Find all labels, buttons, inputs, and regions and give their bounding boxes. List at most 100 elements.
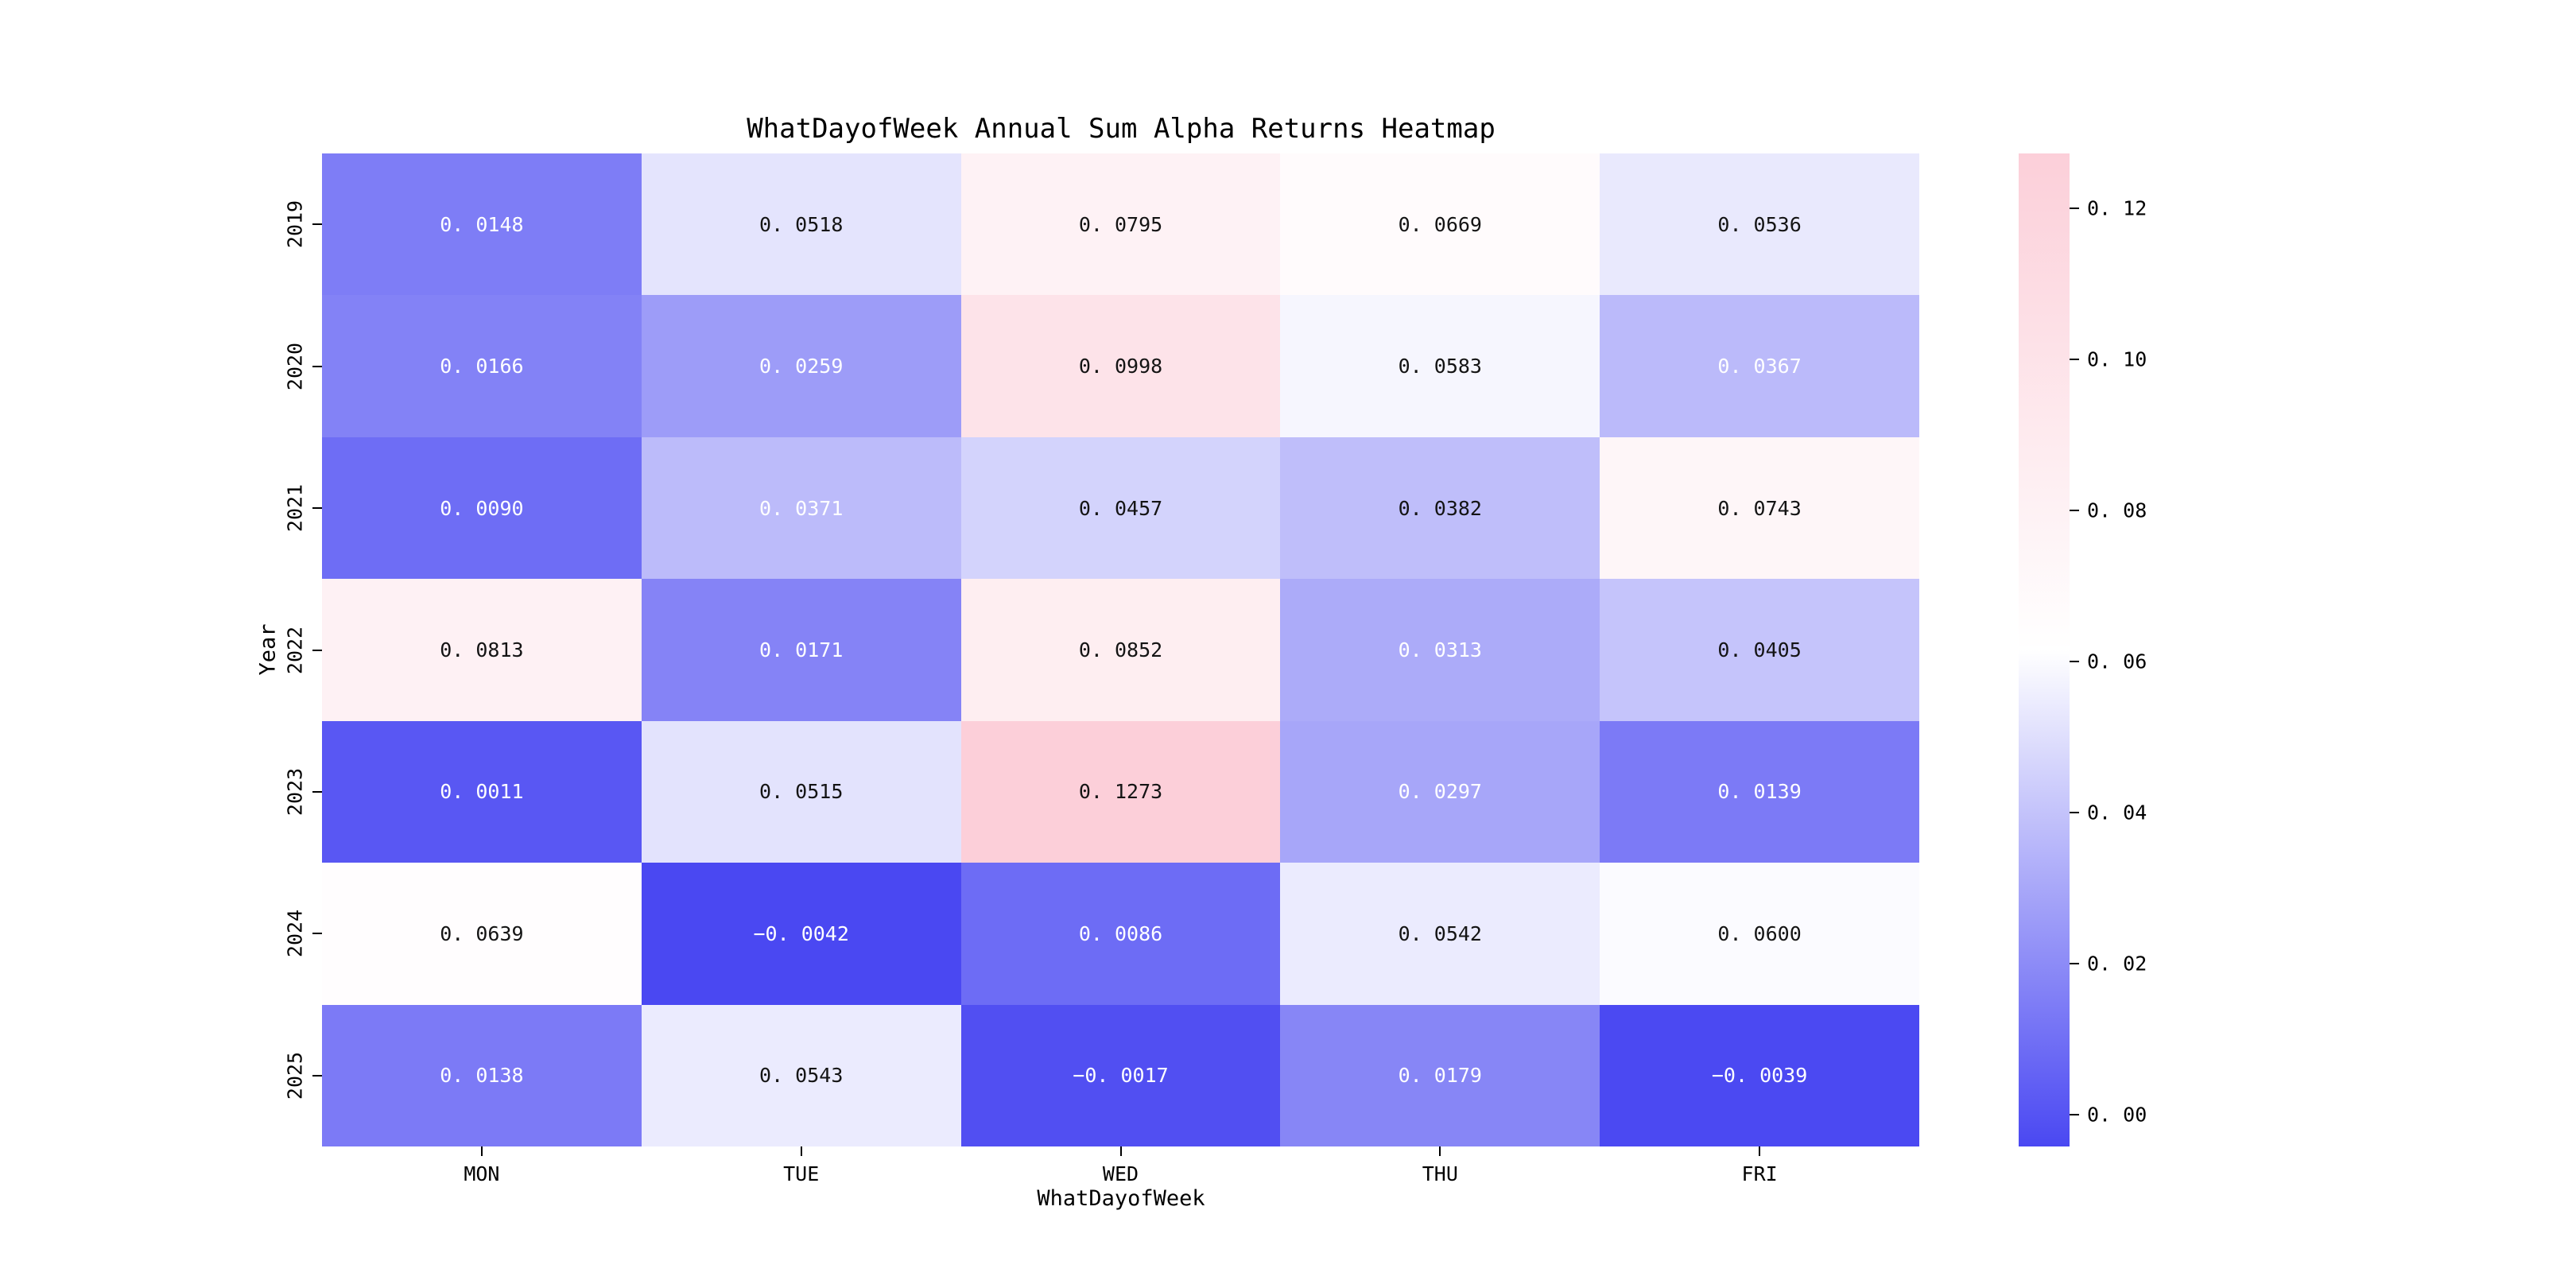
- heatmap-cell-value: 0. 0166: [440, 355, 524, 378]
- colorbar-tick-label: 0. 06: [2087, 650, 2147, 673]
- y-tickmark: [312, 507, 322, 510]
- heatmap-cell-value: 0. 0371: [759, 496, 844, 520]
- colorbar-tickmark: [2070, 812, 2079, 814]
- y-tick-label: 2019: [283, 200, 307, 249]
- heatmap-cell: 0. 0139: [1600, 720, 1919, 863]
- heatmap-cell-value: 0. 0382: [1398, 496, 1482, 520]
- heatmap-cell-value: 0. 0543: [759, 1064, 844, 1088]
- heatmap-cell-value: 0. 1273: [1078, 780, 1163, 804]
- heatmap-cell: 0. 0669: [1280, 153, 1600, 296]
- x-tickmark: [1759, 1146, 1761, 1156]
- heatmap-cell: 0. 0171: [641, 579, 961, 721]
- y-axis-label: Year: [255, 623, 281, 676]
- heatmap-cell: 0. 0382: [1280, 436, 1600, 580]
- heatmap-cell-value: 0. 0743: [1717, 496, 1802, 520]
- y-tickmark: [312, 1074, 322, 1077]
- heatmap-cell-value: 0. 0405: [1717, 638, 1802, 661]
- heatmap-grid: 0. 0148 0. 0518 0. 0795 0. 0669 0. 0536 0. 01…: [322, 153, 1919, 1146]
- heatmap-cell: 0. 0367: [1600, 295, 1919, 437]
- heatmap-cell-value: 0. 0367: [1717, 355, 1802, 378]
- heatmap-cell-value: 0. 0086: [1078, 921, 1163, 945]
- x-tick-label: TUE: [783, 1162, 820, 1185]
- colorbar-tickmark: [2070, 1114, 2079, 1116]
- heatmap-cell: −0. 0042: [641, 863, 961, 1005]
- x-tick-label: WED: [1102, 1162, 1139, 1185]
- heatmap-cell: 0. 0795: [960, 153, 1281, 296]
- heatmap-cell-value: 0. 0998: [1078, 355, 1163, 378]
- colorbar-tick-label: 0. 12: [2087, 196, 2147, 220]
- heatmap-cell: 0. 0600: [1600, 863, 1919, 1005]
- colorbar-tickmark: [2070, 208, 2079, 210]
- heatmap-cell: 0. 0297: [1280, 720, 1600, 863]
- heatmap-cell: 0. 0536: [1600, 153, 1919, 296]
- heatmap-cell-value: 0. 0171: [759, 638, 844, 661]
- heatmap-cell: 0. 0998: [960, 295, 1281, 437]
- heatmap-cell-value: 0. 0515: [759, 780, 844, 804]
- y-tickmark: [312, 933, 322, 935]
- heatmap-cell: 0. 0371: [641, 436, 961, 580]
- heatmap-cell: 0. 0405: [1600, 579, 1919, 721]
- heatmap-cell: 0. 0639: [322, 863, 642, 1005]
- chart-title: WhatDayofWeek Annual Sum Alpha Returns H…: [747, 113, 1496, 145]
- heatmap-cell: 0. 0086: [960, 863, 1281, 1005]
- heatmap-cell: 0. 0179: [1280, 1004, 1600, 1146]
- heatmap-cell: 0. 0518: [641, 153, 961, 296]
- heatmap-cell-value: 0. 0639: [440, 921, 524, 945]
- x-tick-label: THU: [1422, 1162, 1458, 1185]
- heatmap-cell: 0. 1273: [960, 720, 1281, 863]
- heatmap-cell-value: 0. 0795: [1078, 212, 1163, 236]
- heatmap-cell-value: 0. 0542: [1398, 921, 1482, 945]
- heatmap-cell-value: −0. 0017: [1073, 1064, 1169, 1088]
- colorbar-tickmark: [2070, 963, 2079, 965]
- heatmap-cell: 0. 0138: [322, 1004, 642, 1146]
- heatmap-cell-value: 0. 0179: [1398, 1064, 1482, 1088]
- y-tick-label: 2020: [283, 342, 307, 390]
- x-tickmark: [1439, 1146, 1441, 1156]
- heatmap-cell-value: 0. 0518: [759, 212, 844, 236]
- heatmap-cell-value: 0. 0813: [440, 638, 524, 661]
- y-tick-label: 2021: [283, 483, 307, 533]
- heatmap-cell-value: 0. 0297: [1398, 780, 1482, 804]
- heatmap-cell-value: 0. 0852: [1078, 638, 1163, 661]
- y-tickmark: [312, 365, 322, 367]
- colorbar-tick-label: 0. 02: [2087, 952, 2147, 976]
- heatmap-cell: 0. 0313: [1280, 579, 1600, 721]
- heatmap-cell-value: 0. 0313: [1398, 638, 1482, 661]
- colorbar: [2019, 153, 2070, 1146]
- heatmap-cell: 0. 0166: [322, 295, 642, 437]
- x-tickmark: [800, 1146, 802, 1156]
- colorbar-tickmark: [2070, 359, 2079, 361]
- y-tick-label: 2025: [283, 1051, 307, 1100]
- x-tickmark: [480, 1146, 483, 1156]
- y-tick-label: 2022: [283, 626, 307, 674]
- heatmap-cell: 0. 0542: [1280, 863, 1600, 1005]
- heatmap-cell-value: 0. 0536: [1717, 212, 1802, 236]
- heatmap-cell-value: 0. 0259: [759, 355, 844, 378]
- colorbar-tick-label: 0. 00: [2087, 1103, 2147, 1127]
- y-tick-label: 2023: [283, 767, 307, 817]
- heatmap-cell: −0. 0017: [960, 1004, 1281, 1146]
- colorbar-tick-label: 0. 04: [2087, 801, 2147, 824]
- heatmap-cell: 0. 0090: [322, 436, 642, 580]
- colorbar-tick-label: 0. 08: [2087, 499, 2147, 522]
- y-tickmark: [312, 649, 322, 651]
- heatmap-cell: 0. 0259: [641, 295, 961, 437]
- heatmap-cell-value: 0. 0090: [440, 496, 524, 520]
- heatmap-cell-value: 0. 0138: [440, 1064, 524, 1088]
- colorbar-tickmark: [2070, 510, 2079, 512]
- heatmap-cell: 0. 0457: [960, 436, 1281, 580]
- heatmap-cell-value: −0. 0039: [1711, 1064, 1808, 1088]
- x-axis-label: WhatDayofWeek: [1037, 1186, 1205, 1211]
- heatmap-cell: 0. 0743: [1600, 436, 1919, 580]
- heatmap-cell: 0. 0148: [322, 153, 642, 296]
- x-tick-label: MON: [464, 1162, 500, 1185]
- heatmap-cell: 0. 0011: [322, 720, 642, 863]
- heatmap-cell-value: 0. 0583: [1398, 355, 1482, 378]
- y-tick-label: 2024: [283, 910, 307, 958]
- heatmap-cell-value: 0. 0457: [1078, 496, 1163, 520]
- heatmap-cell-value: 0. 0669: [1398, 212, 1482, 236]
- x-tick-label: FRI: [1741, 1162, 1778, 1185]
- heatmap-cell-value: 0. 0600: [1717, 921, 1802, 945]
- y-tickmark: [312, 223, 322, 226]
